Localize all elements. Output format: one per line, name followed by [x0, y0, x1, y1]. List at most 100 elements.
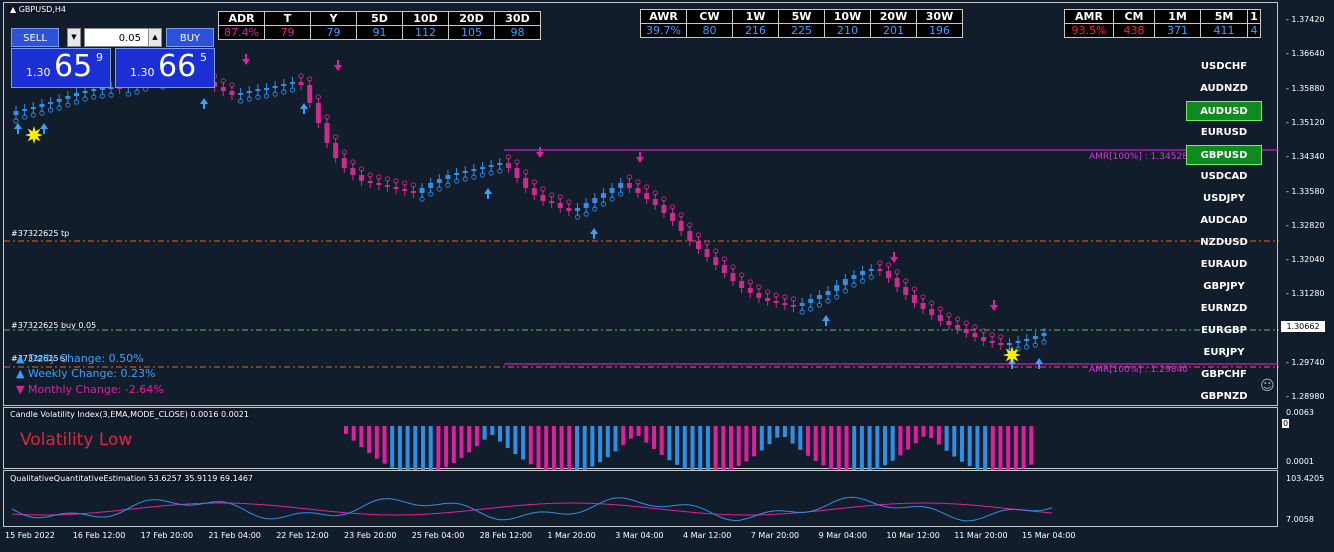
- trail-stop-dot: [548, 192, 555, 198]
- table_amr-header-2: 1M: [1154, 9, 1201, 24]
- order-buy-label[interactable]: #37322625 buy 0.05: [11, 321, 97, 330]
- cvi-bar: [405, 426, 410, 470]
- trail-stop-dot: [505, 154, 512, 160]
- trail-stop-dot: [868, 274, 874, 280]
- cvi-bar: [528, 426, 533, 465]
- pair-button-gbpchf[interactable]: GBPCHF: [1201, 369, 1247, 380]
- time-tick: 7 Mar 20:00: [750, 531, 800, 540]
- buy-price-display[interactable]: 1.30 66 5: [115, 48, 215, 88]
- trail-stop-dot: [358, 166, 365, 172]
- qqe-title: QualitativeQuantitativeEstimation 53.625…: [8, 474, 255, 483]
- bear-candle: [505, 163, 511, 168]
- lot-decrease-icon[interactable]: ▼: [67, 28, 81, 47]
- trail-stop-dot: [859, 278, 866, 284]
- sell-button[interactable]: SELL: [11, 28, 59, 47]
- trail-stop-dot: [453, 178, 460, 184]
- pair-button-usdcad[interactable]: USDCAD: [1200, 171, 1248, 182]
- bear-candle: [652, 199, 658, 205]
- cvi-bar: [582, 426, 587, 470]
- time-tick: 25 Feb 04:00: [411, 531, 465, 540]
- trail-stop-dot: [73, 99, 80, 105]
- time-tick: 22 Feb 12:00: [276, 531, 329, 540]
- pair-button-nzdusd[interactable]: NZDUSD: [1200, 237, 1248, 248]
- sell-price-display[interactable]: 1.30 65 9: [11, 48, 111, 88]
- pair-button-audusd[interactable]: AUDUSD: [1186, 101, 1262, 121]
- order-tp-label[interactable]: #37322625 tp: [11, 229, 70, 238]
- lot-size-input[interactable]: 0.05: [84, 28, 156, 47]
- buy-price-prefix: 1.30: [130, 66, 155, 79]
- cvi-bar: [459, 426, 464, 458]
- cvi-bar: [598, 426, 603, 463]
- bear-candle: [359, 175, 365, 181]
- bull-candle: [799, 303, 805, 306]
- table_amr-value-4: 4: [1247, 23, 1261, 38]
- price-chart-pane[interactable]: ▲ GBPUSD,H4 SELL ▼ 0.05 ▲ BUY 1.30 65 9 …: [3, 2, 1279, 407]
- trail-stop-dot: [82, 96, 88, 102]
- pair-button-usdjpy[interactable]: USDJPY: [1203, 193, 1245, 204]
- table_awr-value-5: 201: [870, 23, 917, 38]
- table_adr-value-1: 79: [264, 25, 311, 40]
- cvi-bar: [713, 426, 718, 470]
- pair-button-gbpusd[interactable]: GBPUSD: [1186, 145, 1262, 165]
- trail-stop-dot: [350, 159, 356, 165]
- cvi-scale-bottom: 0.0001: [1286, 457, 1314, 466]
- weekly-change: ▲ Weekly Change: 0.23%: [16, 367, 156, 380]
- trail-stop-dot: [255, 94, 261, 100]
- pair-button-eurusd[interactable]: EURUSD: [1200, 127, 1248, 138]
- pair-button-gbpnzd[interactable]: GBPNZD: [1200, 391, 1248, 402]
- table_awr-header-3: 5W: [778, 9, 825, 24]
- trail-stop-dot: [652, 190, 658, 196]
- cvi-bar: [967, 426, 972, 467]
- table_awr-header-5: 20W: [870, 9, 917, 24]
- pair-button-eurnzd[interactable]: EURNZD: [1200, 303, 1248, 314]
- cvi-bar: [1029, 426, 1034, 465]
- trail-stop-dot: [30, 112, 36, 118]
- buy-arrow-icon: [1035, 358, 1043, 369]
- time-tick: 3 Mar 04:00: [615, 531, 664, 540]
- qqe-fast-line: [11, 496, 1053, 522]
- cvi-bar: [590, 426, 595, 467]
- trail-stop-dot: [721, 256, 727, 262]
- cvi-bar: [613, 426, 618, 452]
- pair-button-usdchf[interactable]: USDCHF: [1200, 61, 1248, 72]
- trail-stop-dot: [894, 269, 900, 275]
- lot-increase-icon[interactable]: ▲: [148, 28, 162, 47]
- buy-arrow-icon: [822, 315, 830, 326]
- cvi-bar: [936, 426, 941, 445]
- pair-button-audnzd[interactable]: AUDNZD: [1200, 83, 1248, 94]
- cvi-bar: [390, 426, 395, 468]
- pair-button-euraud[interactable]: EURAUD: [1200, 259, 1248, 270]
- trail-stop-dot: [644, 184, 650, 190]
- cvi-bar: [575, 426, 579, 470]
- trail-stop-dot: [324, 114, 330, 120]
- trail-stop-dot: [877, 260, 883, 266]
- cvi-bar: [983, 426, 988, 470]
- trail-stop-dot: [462, 176, 468, 182]
- bull-candle: [825, 291, 831, 295]
- trail-stop-dot: [998, 334, 1004, 340]
- price-chart-canvas[interactable]: [4, 3, 1279, 407]
- bull-candle: [618, 183, 624, 188]
- order-sl-label[interactable]: #37322625 sl: [11, 354, 68, 363]
- pair-button-audcad[interactable]: AUDCAD: [1200, 215, 1248, 226]
- daily-change-text: Daily Change: 0.50%: [27, 352, 144, 365]
- cvi-bar: [467, 426, 472, 453]
- signal-star-icon: [1003, 346, 1021, 364]
- bear-candle: [790, 305, 796, 307]
- bear-candle: [376, 183, 382, 185]
- qqe-indicator-pane[interactable]: QualitativeQuantitativeEstimation 53.625…: [3, 470, 1278, 527]
- pair-button-gbpjpy[interactable]: GBPJPY: [1203, 281, 1245, 292]
- bull-candle: [30, 107, 36, 109]
- pair-button-eurgbp[interactable]: EURGBP: [1201, 325, 1247, 336]
- table_adr-value-5: 105: [448, 25, 495, 40]
- buy-button[interactable]: BUY: [166, 28, 214, 47]
- cvi-bar: [498, 426, 502, 442]
- bull-candle: [99, 88, 105, 90]
- cvi-indicator-pane[interactable]: Candle Volatility Index(3,EMA,MODE_CLOSE…: [3, 407, 1278, 470]
- table_amr-value-1: 438: [1113, 23, 1155, 38]
- price-tick: - 1.32820: [1286, 220, 1325, 230]
- pair-button-eurjpy[interactable]: EURJPY: [1203, 347, 1245, 358]
- adr-table: ADR T Y 5D 10D 20D 30D 87.4% 79 79 91 112 105 98: [218, 11, 541, 40]
- trail-stop-dot: [22, 114, 28, 120]
- cvi-bar: [721, 426, 726, 470]
